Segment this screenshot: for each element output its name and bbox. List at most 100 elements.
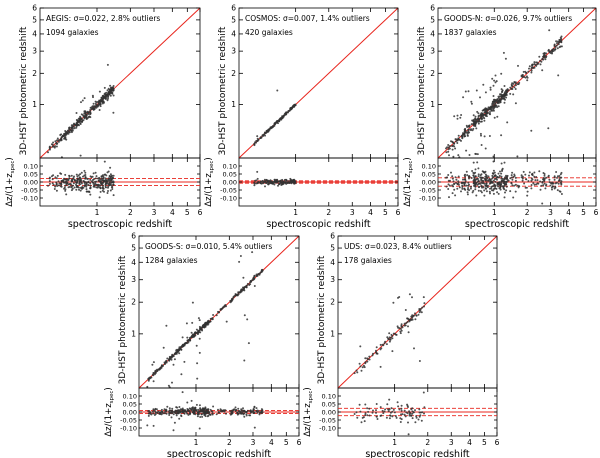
y-tick-label: 3 [430,47,435,56]
residual-point [480,173,483,176]
data-point [420,311,423,314]
data-point [417,313,420,316]
y-tick-label: 5 [131,244,136,253]
residual-point [483,177,486,180]
residual-point [473,179,476,182]
data-point [559,45,562,48]
data-point [455,140,457,143]
data-point [549,52,552,54]
residual-point [466,174,469,177]
residual-point [480,181,483,184]
residual-point [152,412,155,415]
y-tick-label: 2 [430,69,435,78]
data-point [84,111,87,114]
data-point [448,154,450,157]
residual-point [485,190,488,193]
data-point [504,57,507,60]
data-point [527,70,530,73]
residual-point [533,183,536,186]
residual-point [403,409,406,412]
residual-point [236,411,239,414]
residual-point [188,413,191,416]
residual-point [487,175,490,178]
y-tick-label: 3 [231,47,236,56]
residual-point [411,417,414,420]
residual-point [266,180,269,183]
data-point [489,113,491,116]
data-point [422,296,425,299]
data-point [479,114,482,117]
data-point [558,38,561,41]
residual-point [470,177,473,179]
residual-point [497,172,500,175]
data-point [510,87,513,90]
residual-point [499,170,501,173]
resid-y-tick-label: 0.00 [123,409,137,417]
data-point [464,90,467,93]
residual-point [99,184,102,187]
data-point [505,92,508,95]
data-point [248,284,251,286]
residual-point [500,172,503,175]
data-point [466,134,469,137]
data-point [254,141,257,144]
residual-point [548,178,551,181]
residual-point [504,176,507,179]
data-point [392,301,395,304]
data-point [243,287,246,290]
data-point [106,99,109,102]
data-point [191,301,194,304]
residual-point [533,171,536,174]
data-point [185,341,188,344]
residual-point [264,185,266,188]
residual-point [469,187,472,190]
panel-title: UDS: σ=0.023, 8.4% outliers [344,242,452,251]
residual-point [493,171,496,174]
residual-point [484,187,487,190]
data-point [454,138,457,141]
resid-y-tick-label: -0.05 [120,417,137,425]
residual-point [457,175,460,178]
residual-point [68,185,71,188]
residual-point [52,174,55,177]
residual-point [543,173,546,175]
residual-point [447,183,450,186]
residual-point [457,180,460,183]
data-point [413,347,415,350]
data-point [494,99,497,102]
residual-point [477,180,480,183]
residual-point [79,173,82,176]
data-point [478,118,480,121]
residual-point [112,181,115,184]
data-point [388,332,391,335]
data-point [414,318,417,321]
data-point [79,154,82,157]
residual-point [51,178,54,181]
residual-point [531,172,534,175]
residual-point [375,403,378,405]
data-point [149,376,152,379]
data-point [389,338,392,341]
residual-point [541,180,544,183]
panel-subtitle: 1094 galaxies [46,28,99,37]
data-point [246,282,249,285]
data-point [68,131,71,134]
residual-point [375,415,378,418]
residual-point [503,161,506,164]
residual-point [468,175,471,177]
data-point [388,340,391,343]
data-point [400,325,403,328]
residual-point [252,411,255,414]
residual-point [368,414,371,417]
residual-point [494,187,497,190]
data-point [87,111,90,114]
data-point [456,117,459,120]
residual-point [418,408,421,411]
residual-point [55,183,58,186]
residual-point [381,409,384,412]
data-point [398,327,401,330]
data-point [106,89,109,92]
data-point [408,320,411,323]
residual-point [215,413,218,416]
data-point [162,346,165,349]
